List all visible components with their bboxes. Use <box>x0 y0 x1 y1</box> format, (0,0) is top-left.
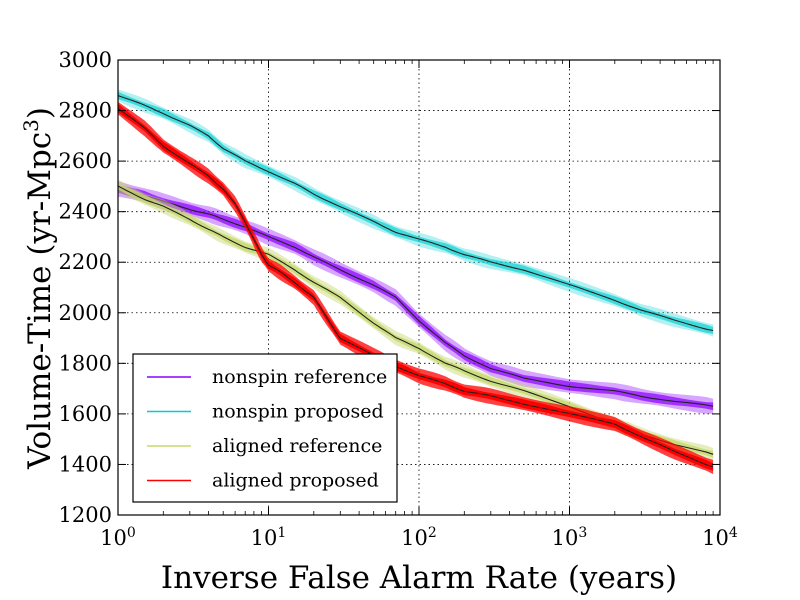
legend-label: aligned proposed <box>212 470 379 492</box>
x-tick-base: 10 <box>100 526 127 550</box>
legend: nonspin reference nonspin proposed aligned… <box>132 353 398 503</box>
x-tick-label: 102 <box>401 525 437 550</box>
y-tick-label: 2400 <box>59 200 112 224</box>
y-tick-label: 2200 <box>59 250 112 274</box>
x-tick-exponent: 0 <box>127 525 136 541</box>
series-median-line <box>117 108 714 468</box>
y-axis-label: Volume-Time (yr-Mpc3) <box>19 107 58 470</box>
x-tick-exponent: 3 <box>578 525 587 541</box>
x-tick-base: 10 <box>251 526 278 550</box>
plot-series <box>117 89 714 475</box>
y-tick-label: 1400 <box>59 452 112 476</box>
series-inner-band <box>118 185 714 411</box>
y-axis-label-close: ) <box>22 107 58 119</box>
y-axis-label-exp: 3 <box>19 119 43 132</box>
y-axis-label-main: Volume-Time (yr-Mpc <box>22 132 58 470</box>
x-tick-label: 100 <box>100 525 136 550</box>
y-tick-label: 1800 <box>59 351 112 375</box>
y-tick-label: 1200 <box>59 503 112 527</box>
y-tick-label: 3000 <box>59 48 112 72</box>
x-tick-exponent: 2 <box>428 525 437 541</box>
series-band <box>118 179 714 461</box>
x-tick-label: 104 <box>702 525 738 550</box>
legend-label: nonspin reference <box>212 366 387 388</box>
y-tick-label: 2000 <box>59 301 112 325</box>
series-aligned-proposed <box>117 101 714 475</box>
series-nonspin-proposed <box>117 89 714 337</box>
series-band <box>118 101 714 475</box>
legend-label: aligned reference <box>212 435 382 457</box>
series-median-line <box>117 188 714 407</box>
y-tick-label: 1600 <box>59 402 112 426</box>
x-tick-base: 10 <box>401 526 428 550</box>
x-tick-base: 10 <box>702 526 729 550</box>
y-tick-label: 2800 <box>59 99 112 123</box>
x-tick-exponent: 4 <box>729 525 738 541</box>
y-tick-label: 2600 <box>59 149 112 173</box>
x-axis-label: Inverse False Alarm Rate (years) <box>161 560 677 596</box>
series-median-line <box>117 95 714 332</box>
axis-ticks: 100 101 102 103 1041200140016001800200022002… <box>59 48 738 550</box>
x-tick-exponent: 1 <box>277 525 286 541</box>
x-tick-label: 101 <box>251 525 287 550</box>
legend-box <box>132 353 398 503</box>
legend-label: nonspin proposed <box>212 401 384 423</box>
series-inner-band <box>118 183 714 458</box>
x-tick-label: 103 <box>552 525 588 550</box>
series-nonspin-reference <box>117 181 714 414</box>
x-tick-base: 10 <box>552 526 579 550</box>
